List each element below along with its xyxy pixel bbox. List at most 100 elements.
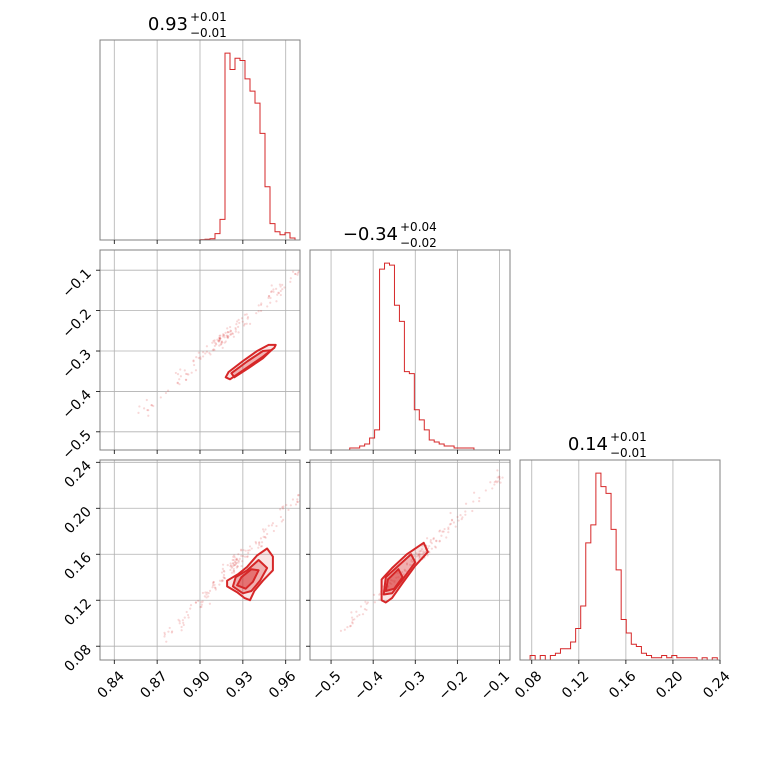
scatter-2-0-sample-point [270,524,273,527]
hist-2-xtick-label-3: 0.20 [653,668,686,701]
scatter-1-0-sample-point [186,373,189,376]
scatter-1-0-sample-point [229,329,232,332]
scatter-2-0-sample-point [258,541,261,544]
scatter-2-1-sample-point [350,616,354,619]
scatter-1-0-sample-point [278,283,282,286]
scatter-2-0-sample-point [231,562,235,565]
scatter-2-0-sample-point [222,573,226,577]
scatter-2-0-sample-point [187,616,190,619]
scatter-2-1-sample-point [496,476,499,479]
scatter-1-0-sample-point [205,345,209,348]
scatter-2-0-sample-point [189,607,192,610]
scatter-1-0-sample-point [289,280,292,284]
scatter-1-0-sample-point [218,339,221,342]
scatter-2-1-sample-point [363,608,367,611]
scatter-2-0-sample-point [261,528,265,531]
scatter-1-0-sample-point [277,291,280,294]
scatter-2-0-sample-point [223,576,226,580]
scatter-2-0-sample-point [229,564,233,567]
scatter-2-0-sample-point [233,560,237,563]
hist-1-title-sup: +0.04 [400,220,437,234]
scatter-2-1-xtick-label-0: −0.5 [309,668,344,703]
scatter-1-0-sample-point [240,317,244,320]
scatter-2-1-sample-point [417,554,421,557]
scatter-2-0-sample-point [181,619,184,622]
scatter-2-1-sample-point [411,560,415,563]
scatter-2-0-sample-point [250,547,253,550]
scatter-2-0-contour-2 [236,568,260,590]
scatter-2-1-sample-point [351,622,354,625]
scatter-2-1-sample-point [472,500,475,503]
hist-1-title: −0.34 +0.04 −0.02 [343,220,437,250]
scatter-2-1-sample-point [459,513,462,517]
scatter-1-0-sample-point [275,287,278,290]
scatter-1-0-sample-point [243,322,246,326]
scatter-1-0-sample-point [202,351,205,354]
hist-2-histogram-step [520,472,720,661]
scatter-1-0-sample-point [159,396,162,399]
scatter-2-1-sample-point [403,569,407,572]
scatter-2-0-sample-point [163,633,167,636]
scatter-2-0-sample-point [242,554,245,558]
scatter-2-0-sample-point [302,496,304,498]
scatter-2-0-sample-point [205,591,209,594]
scatter-2-0-ytick-label-4: 0.08 [61,642,94,675]
scatter-2-1-sample-point [445,536,448,539]
scatter-1-0-sample-point [276,293,279,296]
scatter-2-0-sample-point [257,546,260,549]
scatter-1-0-sample-point [259,309,263,313]
scatter-1-0-sample-point [241,320,244,323]
scatter-2-0-sample-point [182,621,185,624]
scatter-2-0-sample-point [301,498,303,500]
scatter-2-0-sample-point [248,545,252,548]
scatter-2-0-sample-point [232,569,235,572]
scatter-2-0-sample-point [289,504,292,507]
scatter-1-0-sample-point [213,344,216,348]
scatter-2-0-sample-point [264,536,267,539]
scatter-2-1-sample-point [435,540,438,543]
scatter-2-1-sample-point [426,537,429,540]
scatter-2-0-sample-point [171,630,174,633]
scatter-2-0-sample-point [303,490,305,492]
scatter-2-1-sample-point [405,562,409,565]
scatter-2-0-sample-point [244,549,247,552]
scatter-1-0-sample-point [215,343,218,346]
scatter-1-0-sample-point [270,290,273,294]
scatter-2-0-sample-point [200,601,203,604]
scatter-2-1-sample-point [418,555,421,559]
scatter-1-0-sample-point [289,277,292,280]
scatter-2-0-sample-point [232,569,236,573]
scatter-1-0-sample-point [234,326,237,330]
scatter-1-0-ytick-label-3: −0.4 [59,387,94,422]
scatter-2-1-sample-point [433,545,437,548]
scatter-2-0-sample-point [170,631,173,634]
scatter-2-0-sample-point [211,586,214,589]
scatter-2-0-sample-point [223,577,227,580]
scatter-1-0-sample-point [208,351,211,355]
scatter-1-0-sample-point [211,348,214,352]
scatter-1-0-sample-point [296,273,299,276]
scatter-2-1-sample-point [434,546,438,549]
scatter-1-0-sample-point [197,351,200,354]
scatter-2-1-sample-point [498,477,501,480]
scatter-1-0-sample-point [183,369,186,372]
scatter-1-0-sample-point [219,337,222,340]
scatter-1-0-sample-point [221,346,224,349]
scatter-2-1-sample-point [450,519,454,522]
scatter-1-0-sample-point [259,303,263,307]
scatter-2-1-sample-point [419,553,422,556]
scatter-1-0-ytick-label-1: −0.2 [59,306,94,341]
scatter-1-0-sample-point [302,266,304,268]
scatter-1-0-sample-point [213,341,216,344]
scatter-1-0-sample-point [275,300,278,303]
scatter-2-1-sample-point [460,518,463,521]
scatter-2-1-sample-point [373,601,376,604]
scatter-1-0-sample-point [190,371,193,374]
hist-0-title: 0.93 +0.01 −0.01 [148,10,227,40]
scatter-1-0-sample-point [164,391,168,395]
scatter-2-0-sample-point [189,603,193,607]
scatter-1-0-sample-point [220,340,224,343]
scatter-2-0-sample-point [230,571,234,574]
scatter-2-0-sample-point [185,610,188,614]
